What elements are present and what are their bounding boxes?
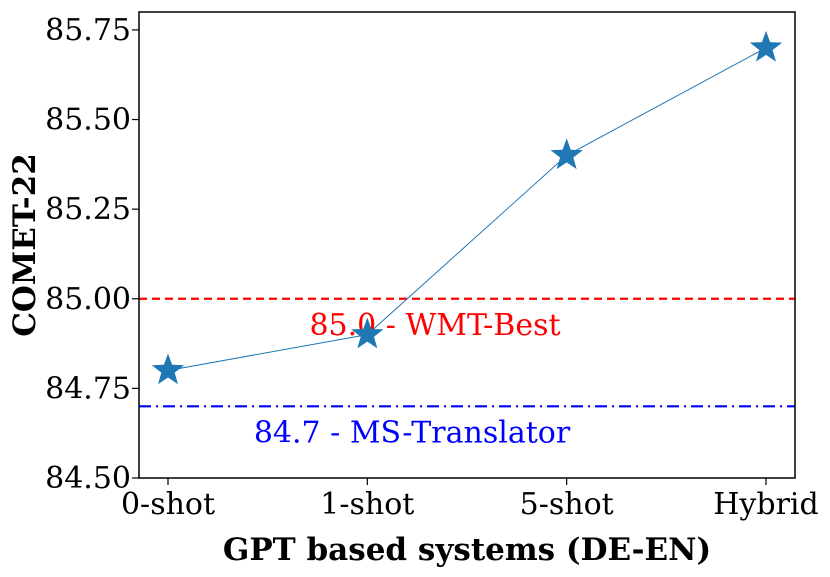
y-axis-title: COMET-22	[7, 153, 43, 337]
y-tick-label: 85.25	[45, 192, 131, 227]
x-axis-ticks: 0-shot 1-shot 5-shot Hybrid	[121, 478, 819, 522]
reference-line-label: 84.7 - MS-Translator	[254, 415, 571, 450]
x-tick-label: 1-shot	[320, 487, 414, 522]
star-marker	[749, 30, 783, 62]
star-marker	[151, 353, 185, 385]
reference-line-label: 85.0 - WMT-Best	[309, 308, 560, 343]
y-tick-label: 84.50	[45, 461, 131, 496]
series-layer	[151, 30, 783, 385]
y-axis-ticks: 84.50 84.75 85.00 85.25 85.50 85.75	[45, 13, 139, 496]
plot-frame	[138, 11, 796, 479]
y-tick-label: 85.75	[45, 13, 131, 48]
x-tick-label: Hybrid	[713, 487, 818, 522]
y-tick-label: 85.50	[45, 103, 131, 138]
star-marker	[351, 317, 384, 349]
x-tick-label: 0-shot	[121, 487, 215, 522]
y-tick-label: 84.75	[45, 371, 131, 406]
y-tick-label: 85.00	[45, 282, 131, 317]
star-marker	[550, 138, 583, 170]
x-tick-label: 5-shot	[520, 487, 614, 522]
x-axis-title: GPT based systems (DE-EN)	[223, 532, 711, 568]
reference-lines: 85.0 - WMT-Best 84.7 - MS-Translator	[139, 297, 795, 450]
series-line	[167, 47, 767, 371]
